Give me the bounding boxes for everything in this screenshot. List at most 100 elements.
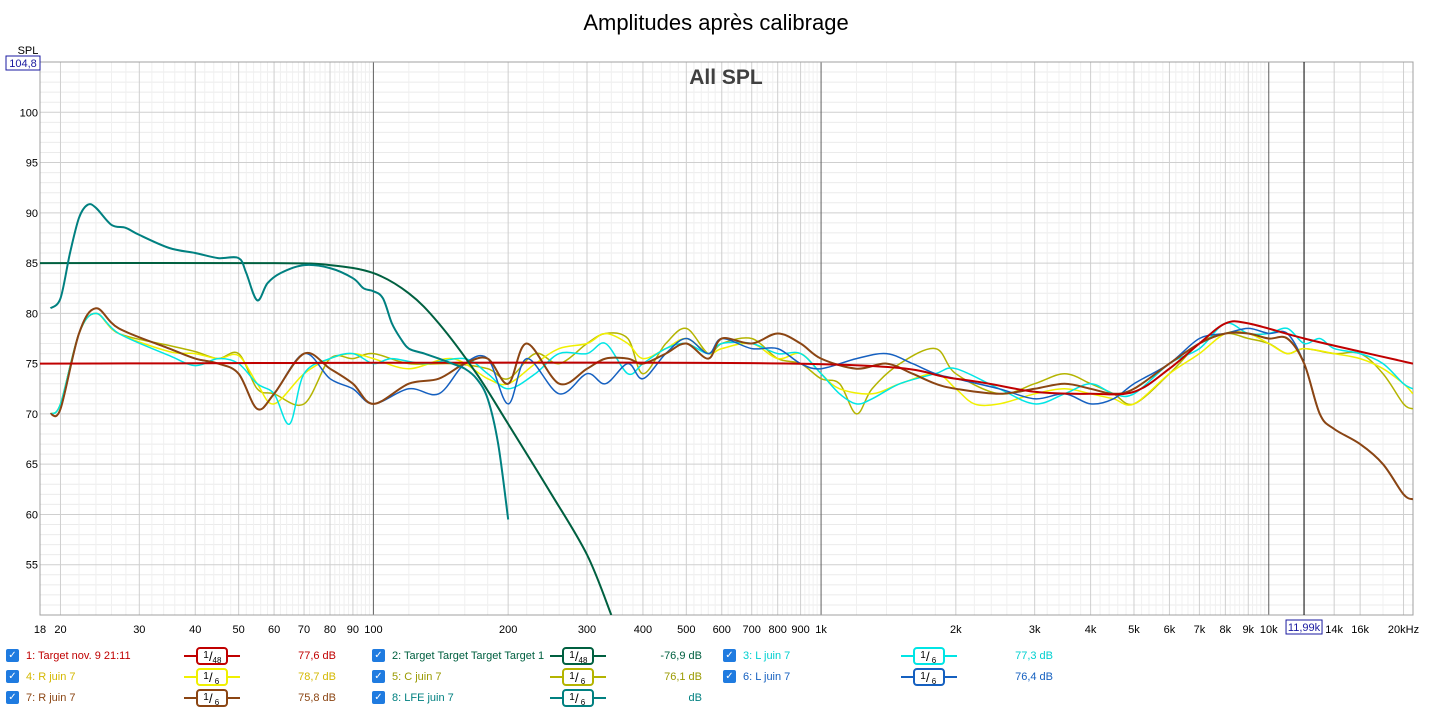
svg-text:/: / bbox=[575, 670, 579, 685]
svg-text:48: 48 bbox=[579, 656, 588, 665]
svg-text:/: / bbox=[926, 649, 930, 664]
legend-label-5: 5: C juin 7 bbox=[392, 671, 442, 683]
legend-label-2: 2: Target Target Target Target 1 bbox=[392, 650, 545, 662]
x-tick-label: 40 bbox=[189, 624, 201, 636]
legend-label-1: 1: Target nov. 9 21:11 bbox=[26, 650, 131, 662]
series-line-7 bbox=[50, 307, 1413, 501]
svg-text:/: / bbox=[209, 649, 213, 664]
x-tick-label: 500 bbox=[677, 624, 695, 636]
y-tick-label: 60 bbox=[26, 509, 38, 521]
legend-smoothing-2[interactable]: 1/48 bbox=[550, 646, 606, 666]
svg-text:6: 6 bbox=[215, 698, 220, 707]
svg-text:6: 6 bbox=[215, 677, 220, 686]
y-tick-label: 90 bbox=[26, 208, 38, 220]
legend-value-5: 76,1 dB bbox=[664, 671, 702, 683]
legend-value-1: 77,6 dB bbox=[298, 650, 336, 662]
legend-item-1: ✓ 1: Target nov. 9 21:11 1/48 77,6 dB bbox=[6, 646, 346, 666]
svg-text:48: 48 bbox=[213, 656, 222, 665]
svg-text:/: / bbox=[575, 649, 579, 664]
x-tick-label: 80 bbox=[324, 624, 336, 636]
x-tick-label: 2k bbox=[950, 624, 962, 636]
x-tick-label: 30 bbox=[133, 624, 145, 636]
legend-item-7: ✓ 7: R juin 7 1/6 75,8 dB bbox=[6, 688, 346, 708]
legend-item-8: ✓ 8: LFE juin 7 1/6 dB bbox=[372, 688, 712, 708]
chart-title: Amplitudes après calibrage bbox=[583, 10, 848, 35]
svg-text:/: / bbox=[926, 670, 930, 685]
legend-smoothing-1[interactable]: 1/48 bbox=[184, 646, 240, 666]
legend-item-6: ✓ 6: L juin 7 1/6 76,4 dB bbox=[723, 667, 1063, 687]
legend-value-4: 78,7 dB bbox=[298, 671, 336, 683]
svg-text:1: 1 bbox=[569, 671, 575, 682]
frequency-response-chart[interactable]: Amplitudes après calibrage 55 60 65 70 75 80 8… bbox=[0, 0, 1433, 644]
legend-checkbox-5[interactable]: ✓ bbox=[372, 670, 385, 683]
y-cursor-readout: 104,8 bbox=[5, 55, 41, 71]
legend-smoothing-7[interactable]: 1/6 bbox=[184, 688, 240, 708]
legend-checkbox-2[interactable]: ✓ bbox=[372, 649, 385, 662]
series-line-1 bbox=[40, 320, 1413, 396]
svg-text:/: / bbox=[209, 670, 213, 685]
series-line-8 bbox=[49, 203, 510, 520]
plot-frame bbox=[39, 61, 1414, 616]
legend-value-8: dB bbox=[688, 692, 702, 704]
x-tick-label: 50 bbox=[233, 624, 245, 636]
y-axis-label: SPL bbox=[18, 45, 39, 57]
legend-checkbox-8[interactable]: ✓ bbox=[372, 691, 385, 704]
y-cursor-value: 104,8 bbox=[9, 58, 37, 70]
svg-text:/: / bbox=[209, 691, 213, 706]
legend-smoothing-3[interactable]: 1/6 bbox=[901, 646, 957, 666]
chart-grid: 55 60 65 70 75 80 85 90 95 100 18 20 30 40 50 60 70 80 90 1… bbox=[20, 61, 1419, 636]
x-tick-label: 20 bbox=[54, 624, 66, 636]
legend-smoothing-8[interactable]: 1/6 bbox=[550, 688, 606, 708]
legend-checkbox-4[interactable]: ✓ bbox=[6, 670, 19, 683]
series-line-2 bbox=[40, 261, 613, 615]
legend-item-2: ✓ 2: Target Target Target Target 1 1/48 -76… bbox=[372, 646, 712, 666]
legend-value-6: 76,4 dB bbox=[1015, 671, 1053, 683]
x-tick-label: 16k bbox=[1351, 624, 1369, 636]
legend-checkbox-6[interactable]: ✓ bbox=[723, 670, 736, 683]
legend-smoothing-6[interactable]: 1/6 bbox=[901, 667, 957, 687]
legend-label-4: 4: R juin 7 bbox=[26, 671, 76, 683]
x-tick-label: 90 bbox=[347, 624, 359, 636]
y-tick-label: 95 bbox=[26, 158, 38, 170]
x-tick-label: 8k bbox=[1220, 624, 1232, 636]
x-tick-label: 70 bbox=[298, 624, 310, 636]
x-cursor-value: 11,99k bbox=[1288, 622, 1321, 634]
svg-text:1: 1 bbox=[203, 650, 209, 661]
svg-text:6: 6 bbox=[581, 677, 586, 686]
y-tick-label: 65 bbox=[26, 459, 38, 471]
svg-text:6: 6 bbox=[932, 656, 937, 665]
x-tick-label: 10k bbox=[1260, 624, 1278, 636]
y-tick-label: 55 bbox=[26, 560, 38, 572]
x-tick-label: 900 bbox=[791, 624, 809, 636]
x-cursor-readout: 11,99k bbox=[1285, 619, 1323, 635]
svg-text:6: 6 bbox=[581, 698, 586, 707]
legend: ✓ 1: Target nov. 9 21:11 1/48 77,6 dB ✓ 2: Ta… bbox=[0, 644, 1433, 709]
x-tick-label: 1k bbox=[815, 624, 827, 636]
y-tick-label: 100 bbox=[20, 107, 38, 119]
x-tick-label: 3k bbox=[1029, 624, 1041, 636]
legend-smoothing-5[interactable]: 1/6 bbox=[550, 667, 606, 687]
legend-label-3: 3: L juin 7 bbox=[743, 650, 791, 662]
legend-label-8: 8: LFE juin 7 bbox=[392, 692, 454, 704]
legend-checkbox-1[interactable]: ✓ bbox=[6, 649, 19, 662]
x-tick-label: 5k bbox=[1128, 624, 1140, 636]
legend-smoothing-4[interactable]: 1/6 bbox=[184, 667, 240, 687]
svg-text:1: 1 bbox=[203, 671, 209, 682]
series-line-4 bbox=[49, 312, 1413, 415]
y-tick-label: 75 bbox=[26, 359, 38, 371]
legend-value-7: 75,8 dB bbox=[298, 692, 336, 704]
legend-checkbox-7[interactable]: ✓ bbox=[6, 691, 19, 704]
x-tick-label: 20kHz bbox=[1388, 624, 1419, 636]
svg-text:1: 1 bbox=[569, 650, 575, 661]
y-tick-label: 85 bbox=[26, 258, 38, 270]
x-tick-label: 4k bbox=[1085, 624, 1097, 636]
x-tick-label: 600 bbox=[713, 624, 731, 636]
x-tick-label: 300 bbox=[578, 624, 596, 636]
x-tick-label: 400 bbox=[634, 624, 652, 636]
legend-checkbox-3[interactable]: ✓ bbox=[723, 649, 736, 662]
x-tick-label: 9k bbox=[1242, 624, 1254, 636]
legend-value-3: 77,3 dB bbox=[1015, 650, 1053, 662]
x-tick-label: 60 bbox=[268, 624, 280, 636]
x-tick-label: 200 bbox=[499, 624, 517, 636]
svg-text:1: 1 bbox=[920, 650, 926, 661]
